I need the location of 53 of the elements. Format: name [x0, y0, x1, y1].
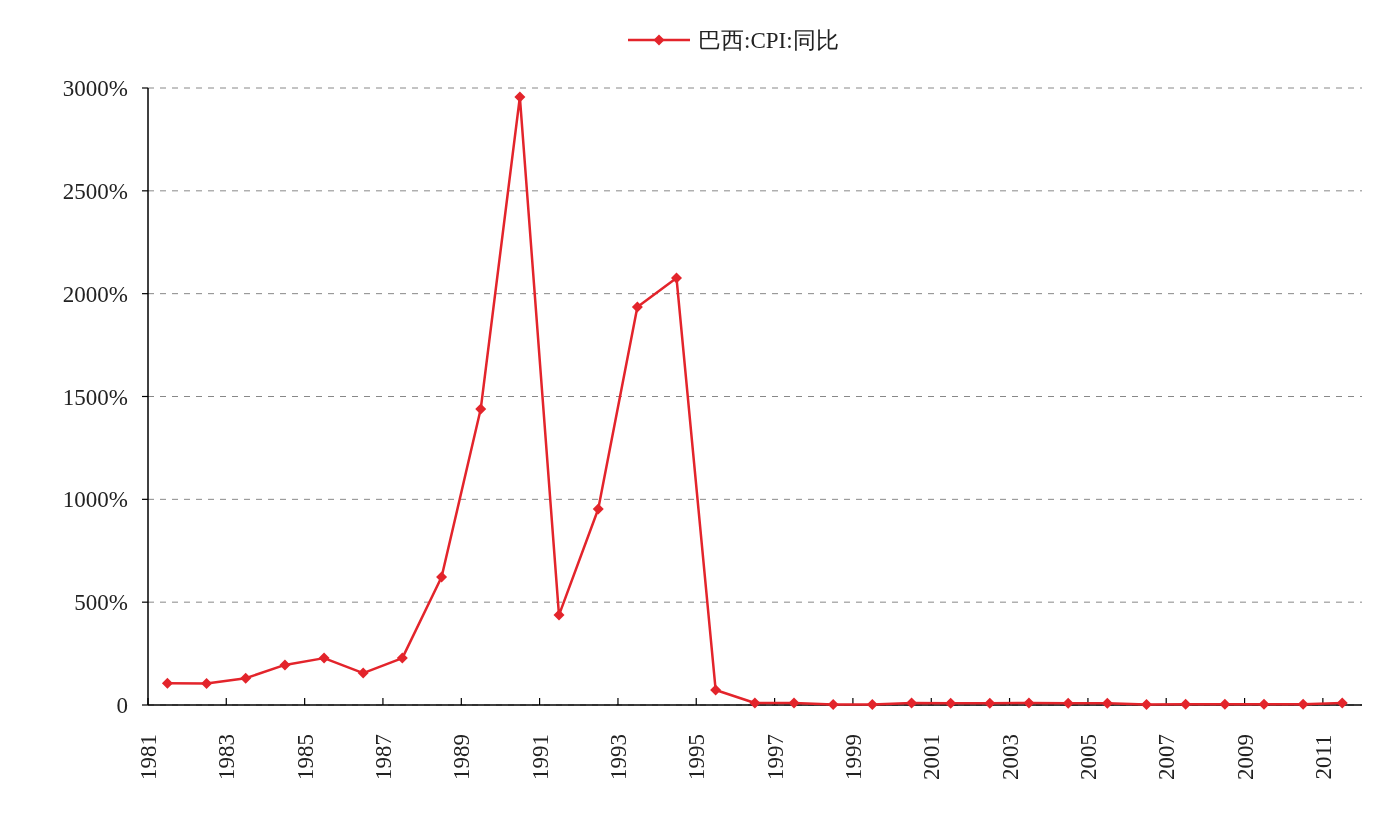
- point: [945, 697, 957, 709]
- y-tick-label: 3000%: [62, 76, 128, 101]
- y-tick-label: 1500%: [62, 384, 128, 410]
- x-tick-label: 2009: [1232, 734, 1258, 780]
- point: [1219, 698, 1231, 710]
- point: [201, 677, 213, 689]
- point: [1062, 697, 1074, 709]
- point: [866, 699, 878, 711]
- point: [1297, 698, 1309, 710]
- x-tick-label: 1983: [214, 734, 240, 780]
- x-tick-label: 2001: [919, 734, 945, 780]
- point: [553, 609, 565, 621]
- legend-label: 巴西:CPI:同比: [698, 28, 839, 53]
- x-tick-label: 1997: [762, 734, 788, 780]
- point: [671, 272, 683, 284]
- point: [827, 699, 839, 711]
- x-tick-label: 1991: [527, 734, 553, 780]
- x-tick-label: 1981: [136, 734, 161, 780]
- point: [1140, 698, 1152, 710]
- x-tick-label: 2007: [1154, 734, 1180, 780]
- y-tick-label: 2500%: [62, 178, 128, 204]
- x-tick-label: 2005: [1075, 734, 1101, 780]
- point: [357, 667, 369, 679]
- point: [475, 403, 487, 415]
- x-tick-label: 1995: [684, 734, 710, 780]
- x-tick-label: 1989: [449, 734, 475, 780]
- y-tick-label: 0: [116, 693, 128, 718]
- point: [1101, 697, 1113, 709]
- x-tick-label: 2011: [1310, 734, 1336, 780]
- point: [436, 571, 448, 583]
- point: [1258, 698, 1270, 710]
- point: [318, 652, 330, 664]
- point: [279, 659, 291, 671]
- point: [240, 672, 252, 684]
- x-tick-label: 1985: [292, 734, 318, 780]
- point: [514, 91, 526, 103]
- x-tick-label: 1993: [605, 734, 631, 780]
- y-tick-label: 2000%: [62, 281, 128, 307]
- point: [984, 697, 996, 709]
- x-tick-label: 1987: [370, 734, 396, 780]
- point: [788, 697, 800, 709]
- point: [396, 652, 408, 664]
- x-tick-label: 2003: [997, 734, 1023, 780]
- point: [1336, 697, 1348, 709]
- point: [161, 677, 173, 689]
- point: [631, 301, 643, 313]
- point: [1023, 697, 1035, 709]
- y-tick-label: 1000%: [62, 487, 128, 513]
- point: [749, 697, 761, 709]
- point: [592, 503, 604, 515]
- y-tick-label: 500%: [74, 590, 128, 616]
- point: [710, 684, 722, 696]
- x-tick-label: 1999: [840, 734, 866, 780]
